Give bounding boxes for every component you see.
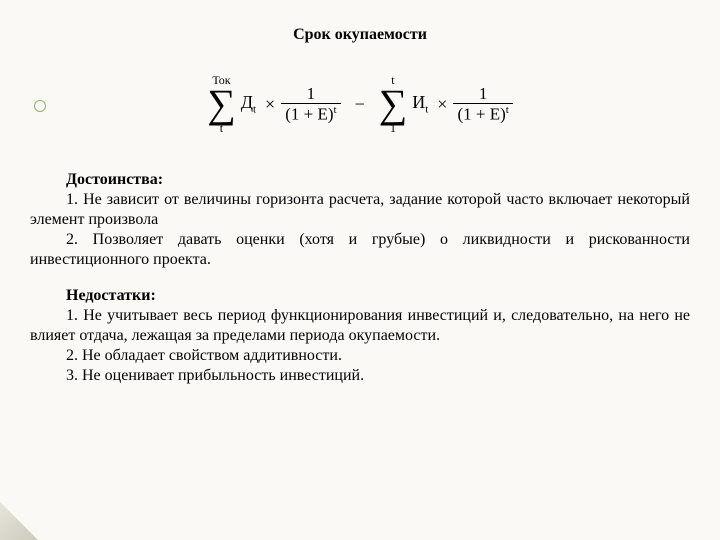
disadvantages-block: Недостатки: 1. Не учитывает весь период … (30, 286, 690, 386)
disadvantage-item: 3. Не оценивает прибыльность инвестиций. (30, 366, 690, 386)
times-2: × (437, 94, 447, 115)
disadvantage-item: 2. Не обладает свойством аддитивности. (30, 346, 690, 366)
fraction-1: 1 (1 + E)t (281, 85, 340, 123)
sum-symbol-2: t ∑ 1 (379, 74, 408, 134)
sum-symbol-1: Ток ∑ t (207, 74, 236, 134)
frac1-den: (1 + E)t (281, 103, 340, 123)
disadvantages-heading: Недостатки: (30, 286, 690, 306)
times-1: × (265, 94, 275, 115)
sum1-lower: t (220, 122, 223, 134)
page-title: Срок окупаемости (30, 26, 690, 44)
term-d: Дt (241, 92, 256, 116)
frac2-den: (1 + E)t (453, 103, 512, 123)
term1-sub: t (253, 104, 256, 116)
spacer (30, 270, 690, 286)
advantages-block: Достоинства: 1. Не зависит от величины г… (30, 170, 690, 270)
frac1-num: 1 (303, 85, 320, 103)
term2-base: И (412, 92, 425, 112)
sigma-icon: ∑ (207, 87, 236, 121)
disadvantage-item: 1. Не учитывает весь период функциониров… (30, 306, 690, 346)
frac2-num: 1 (475, 85, 492, 103)
sum2-lower: 1 (390, 122, 396, 134)
minus-sign: − (355, 94, 365, 115)
advantage-item: 2. Позволяет давать оценки (хотя и грубы… (30, 230, 690, 270)
page-corner-fold-icon (0, 502, 38, 540)
bullet-icon (34, 100, 46, 112)
sigma-icon: ∑ (379, 87, 408, 121)
term1-base: Д (241, 92, 253, 112)
advantages-heading: Достоинства: (30, 170, 690, 190)
term-i: Иt (412, 92, 428, 116)
formula: Ток ∑ t Дt × 1 (1 + E)t − t ∑ 1 Иt × 1 (… (30, 74, 690, 134)
fraction-2: 1 (1 + E)t (453, 85, 512, 123)
advantage-item: 1. Не зависит от величины горизонта расч… (30, 190, 690, 230)
term2-sub: t (425, 104, 428, 116)
slide-page: Срок окупаемости Ток ∑ t Дt × 1 (1 + E)t… (0, 0, 720, 540)
